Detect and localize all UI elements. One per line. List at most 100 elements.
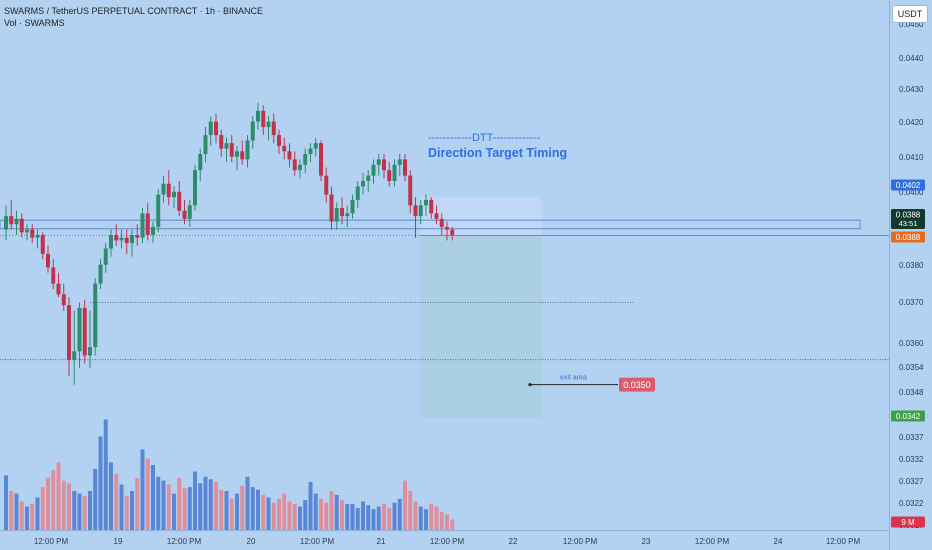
volume-bar — [82, 496, 87, 530]
candle-body — [161, 183, 166, 195]
volume-bar — [9, 491, 14, 530]
x-tick-label: 23 — [642, 537, 651, 546]
y-tick-label: 0.0380 — [899, 261, 924, 270]
candle-body — [72, 351, 77, 360]
candle-body — [224, 143, 229, 149]
candle-body — [109, 235, 113, 249]
candle-body — [130, 235, 134, 244]
candle-body — [287, 151, 292, 160]
candle-body — [119, 237, 124, 241]
volume-bar — [25, 506, 29, 530]
candle-body — [93, 283, 98, 348]
volume-bar — [313, 493, 318, 530]
volume-bar — [429, 504, 434, 530]
candle-body — [51, 267, 56, 284]
annotations: ------------DTT------------- Direction Ta… — [428, 132, 655, 392]
volume-bar — [72, 491, 77, 530]
volume-bar — [261, 494, 266, 530]
candle-body — [271, 121, 276, 136]
price-axis[interactable]: 0.0450 0.0440 0.0430 0.0420 0.0410 0.0400 0.03… — [889, 0, 926, 550]
volume-bar — [250, 487, 255, 530]
y-tick-label: 0.0348 — [899, 388, 924, 397]
candle-body — [355, 186, 360, 200]
volume-bar — [40, 487, 45, 530]
candle-body — [240, 151, 245, 160]
position-tool[interactable] — [420, 197, 542, 418]
volume-bar — [329, 491, 334, 530]
price-badge — [891, 516, 925, 528]
candle-body — [214, 121, 218, 136]
currency-selector[interactable]: USDT — [892, 5, 928, 23]
candle-body — [156, 194, 161, 227]
candle-body — [46, 253, 50, 268]
x-tick-label: 12:00 PM — [34, 537, 69, 546]
y-tick-label: 0.0354 — [899, 363, 924, 372]
volume-bar — [445, 514, 449, 530]
volume-bar — [109, 462, 113, 530]
volume-bar — [334, 494, 339, 530]
y-tick-label: 0.0430 — [899, 85, 924, 94]
candle-body — [334, 208, 339, 222]
x-tick-label: 12:00 PM — [695, 537, 730, 546]
price-badge — [891, 410, 925, 422]
volume-bar — [56, 462, 61, 530]
volume-bar — [397, 498, 402, 530]
volume-bar — [67, 483, 71, 530]
y-tick-label: 0.0332 — [899, 455, 924, 464]
candle-body — [88, 347, 92, 356]
x-tick-label: 20 — [247, 537, 256, 546]
candle-body — [382, 159, 386, 171]
x-tick-label: 12:00 PM — [826, 537, 861, 546]
y-tick-label: 0.0327 — [899, 477, 924, 486]
dtt-title: Direction Target Timing — [428, 146, 567, 160]
candle-body — [277, 135, 281, 146]
candle-body — [256, 110, 260, 122]
volume-bar — [355, 507, 360, 530]
candle-body — [250, 121, 255, 141]
volume-bar — [298, 506, 302, 530]
price-badge — [891, 179, 925, 191]
time-axis[interactable]: 12:00 PM 19 12:00 PM 20 12:00 PM 21 12:00 PM 22… — [0, 530, 890, 547]
candle-body — [19, 218, 24, 233]
volume-bar — [229, 498, 234, 530]
volume-bar — [392, 502, 397, 530]
candle-body — [40, 235, 45, 254]
candle-body — [413, 205, 418, 217]
y-tick-label: 0.0420 — [899, 118, 924, 127]
volume-bar — [166, 484, 171, 530]
candle-body — [9, 216, 14, 225]
volume-bar — [51, 470, 56, 530]
candle-body — [177, 191, 182, 211]
candle-body — [308, 148, 313, 154]
exit-area-label: exit area — [560, 375, 587, 382]
candle-body — [14, 218, 19, 225]
x-tick-label: 24 — [774, 537, 783, 546]
volume-bar — [366, 505, 371, 530]
volume-bar — [208, 479, 213, 530]
y-tick-label: 0.0370 — [899, 298, 924, 307]
volume-bar — [88, 491, 92, 530]
price-badge-value: 0.0388 — [896, 233, 921, 242]
y-tick-label: 0.0337 — [899, 433, 924, 442]
y-tick-label: 0.0400 — [899, 188, 924, 197]
volume-bar — [439, 511, 444, 530]
candle-body — [313, 143, 318, 149]
volume-bars — [4, 419, 455, 530]
volume-bar — [140, 449, 145, 530]
candle-body — [397, 159, 402, 165]
x-tick-label: 12:00 PM — [300, 537, 335, 546]
volume-bar — [277, 498, 281, 530]
candle-body — [376, 159, 381, 165]
volume-bar — [119, 484, 124, 530]
exit-dot — [528, 383, 532, 387]
volume-bar — [135, 478, 140, 530]
volume-bar — [19, 501, 24, 530]
candle-body — [319, 143, 323, 176]
candle-body — [366, 175, 371, 181]
volume-bar — [382, 504, 386, 530]
volume-bar — [103, 419, 108, 530]
candle-body — [298, 164, 302, 171]
candle-body — [403, 159, 407, 176]
candle-body — [282, 145, 287, 152]
